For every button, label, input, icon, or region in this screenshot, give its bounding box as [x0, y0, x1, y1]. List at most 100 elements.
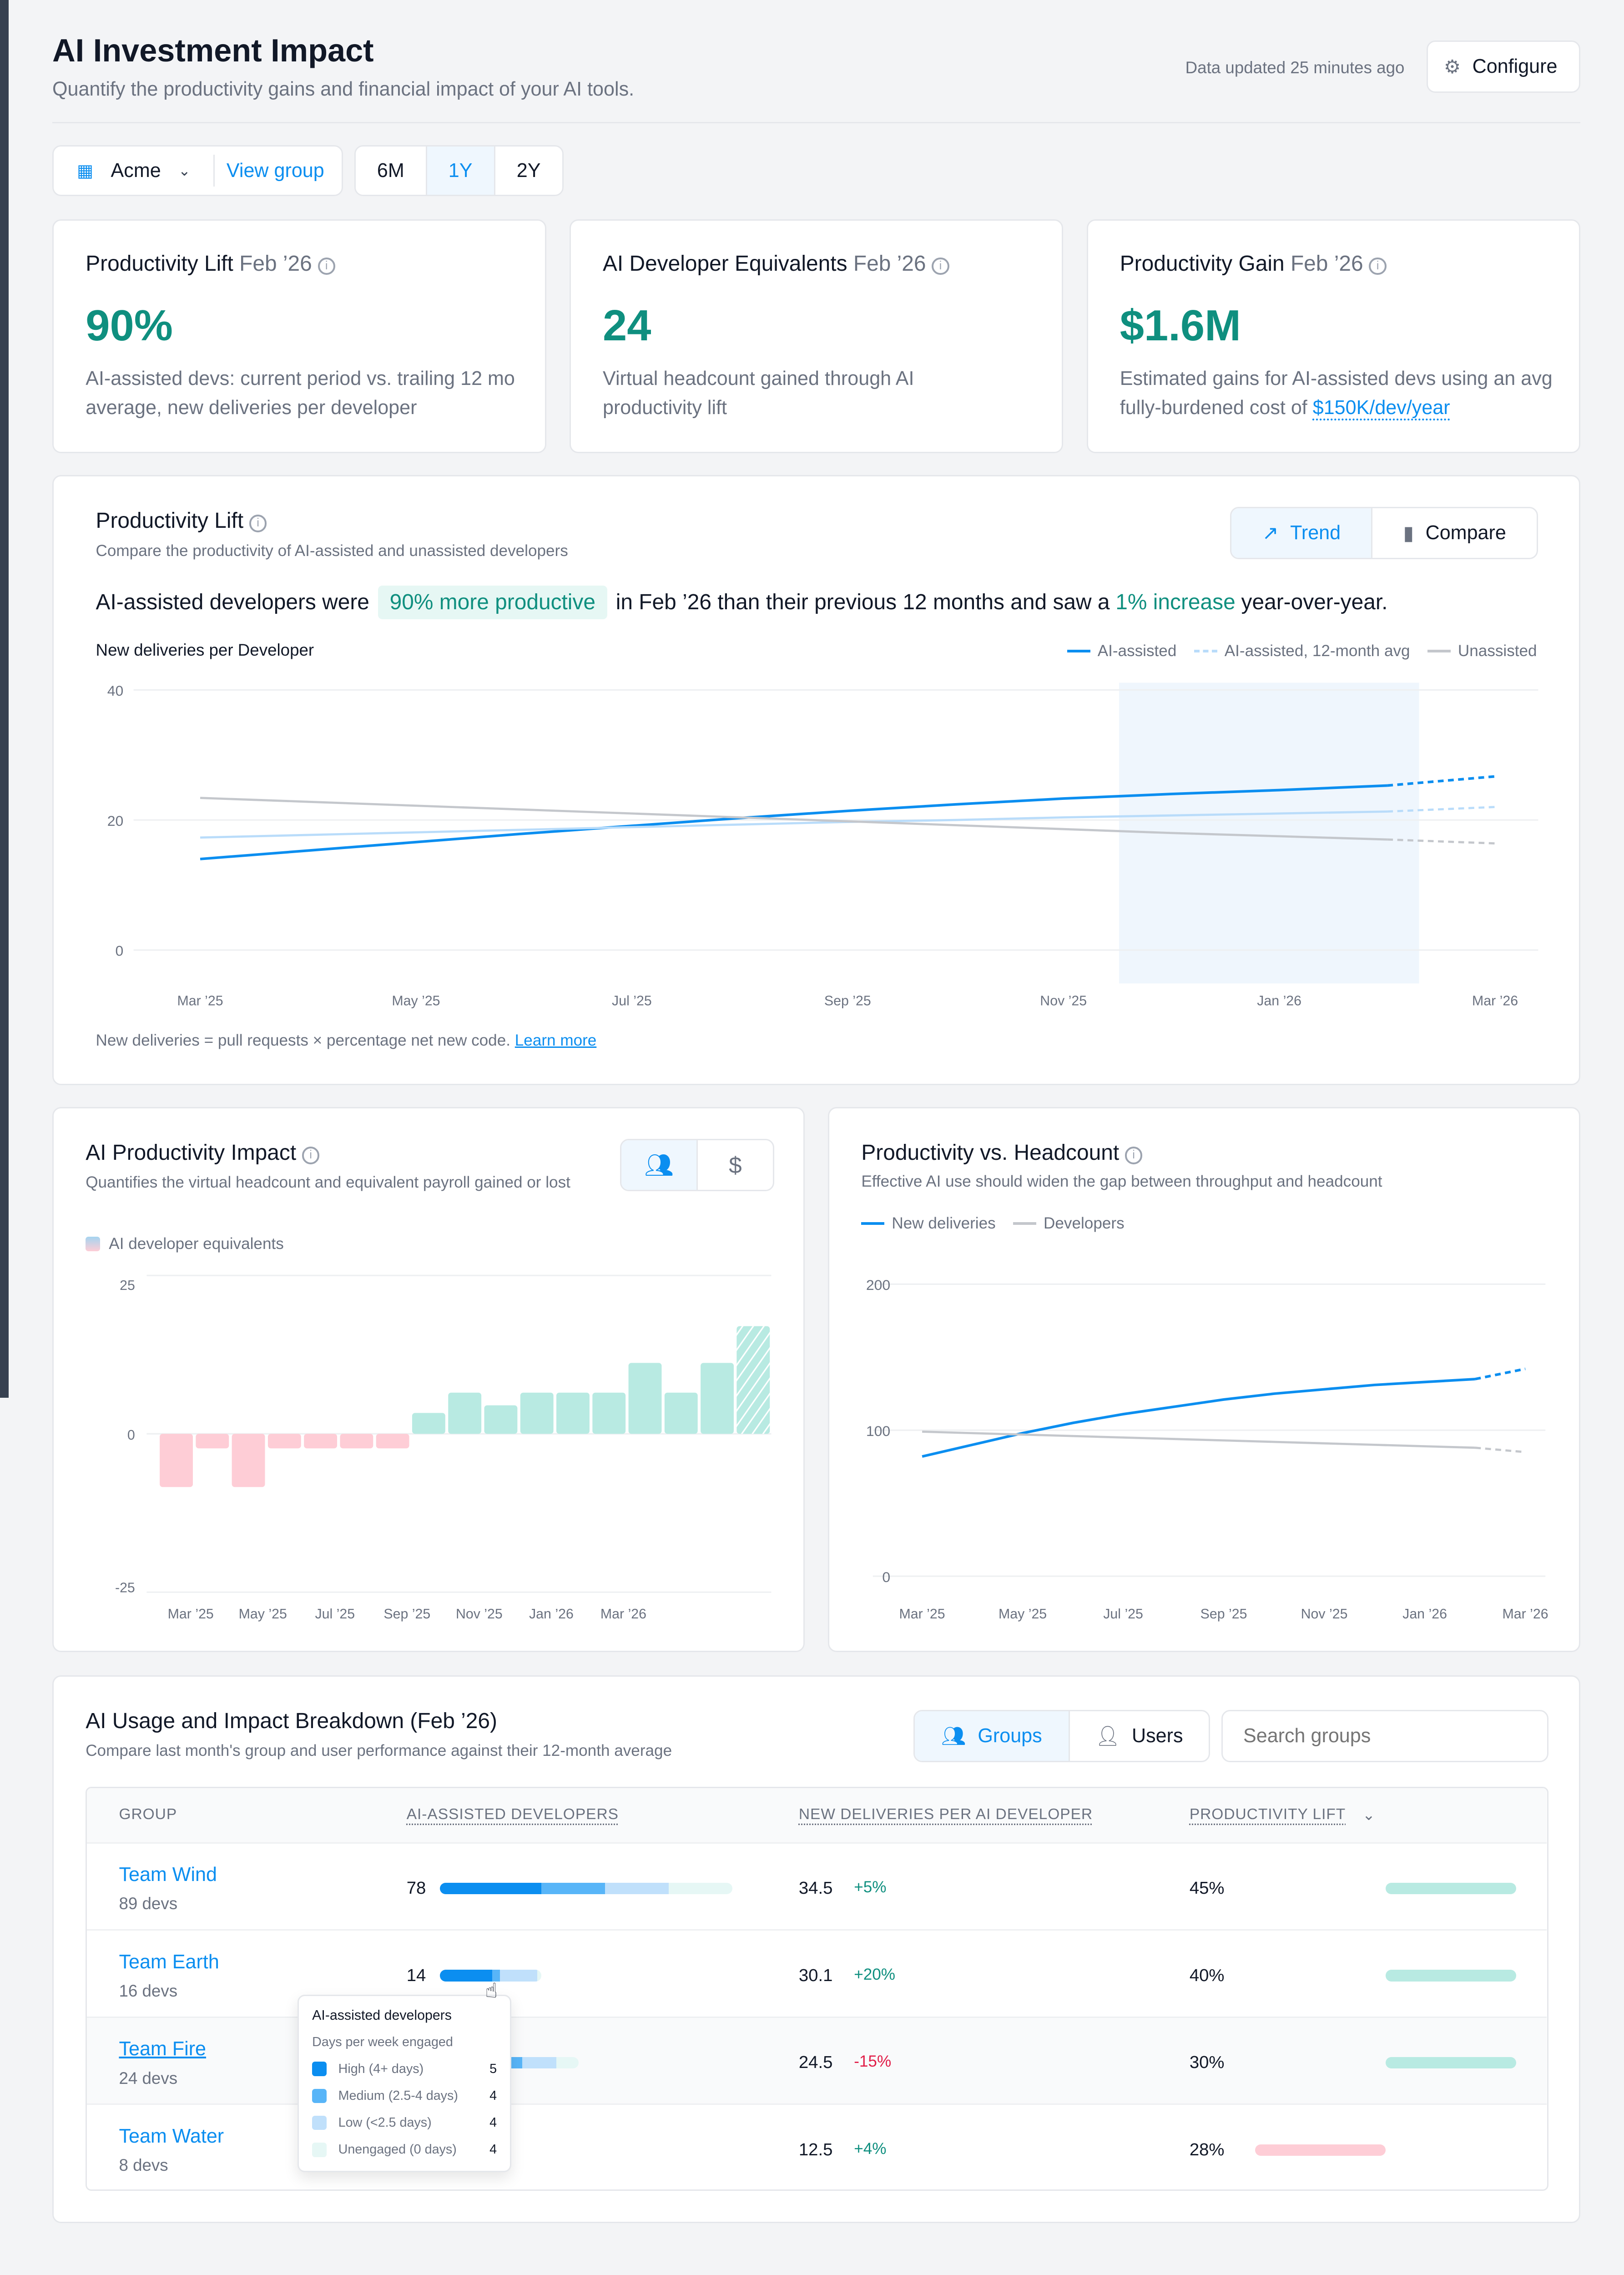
legend-label: Developers [1044, 1214, 1125, 1233]
groups-tab[interactable]: 👥︎ Groups [915, 1711, 1070, 1761]
x-tick-label: Mar ’26 [1503, 1607, 1548, 1622]
kpi-title: AI Developer Equivalents [602, 252, 847, 276]
tooltip-item-label: High (4+ days) [338, 2061, 424, 2076]
org-dropdown[interactable]: ▦ Acme ⌄ [77, 159, 191, 182]
legend-item[interactable]: Unassisted [1427, 642, 1537, 660]
compare-tab[interactable]: ▮ Compare [1403, 522, 1506, 544]
kpi-value: $1.6M [1120, 301, 1241, 350]
info-icon[interactable]: i [302, 1147, 320, 1164]
sort-chevron-icon[interactable]: ⌄ [1362, 1806, 1376, 1824]
view-toggle: ↗ Trend ▮ Compare [1230, 507, 1538, 560]
cost-link[interactable]: $150K/dev/year [1312, 397, 1450, 419]
engagement-segment[interactable] [605, 1882, 669, 1895]
engagement-segment[interactable] [440, 1882, 541, 1895]
legend-swatch [86, 1237, 101, 1251]
legend-item[interactable]: AI-assisted [1067, 642, 1177, 660]
tooltip-item-value: 4 [489, 2088, 497, 2103]
table-header: GROUP AI-ASSISTED DEVELOPERS NEW DELIVER… [87, 1788, 1547, 1842]
group-dev-count: 89 devs [119, 1894, 178, 1913]
deliveries-value: 24.5 [798, 2053, 833, 2073]
engagement-segment[interactable] [492, 1970, 500, 1982]
dollar-mode-icon[interactable]: $ [729, 1152, 742, 1178]
engagement-bar[interactable] [440, 1882, 732, 1895]
group-name-link[interactable]: Team Earth [119, 1951, 219, 1973]
group-name-link[interactable]: Team Fire [119, 2038, 207, 2060]
card-subtitle: Effective AI use should widen the gap be… [861, 1172, 1382, 1190]
ai-dev-count: 78 [406, 1878, 426, 1898]
group-dev-count: 16 devs [119, 1981, 178, 2000]
engagement-segment[interactable] [440, 1970, 493, 1982]
engagement-segment[interactable] [541, 1882, 605, 1895]
table-row[interactable]: Team Wind 89 devs 78 34.5 +5% 45% [87, 1842, 1547, 1930]
summary-sentence: AI-assisted developers were 90% more pro… [96, 585, 1387, 619]
headcount-mode-icon[interactable]: 👥︎ [621, 1140, 698, 1190]
legend-line [1427, 650, 1451, 652]
chart-ylabel: New deliveries per Developer [96, 641, 314, 659]
column-deliveries[interactable]: NEW DELIVERIES PER AI DEVELOPER [798, 1805, 1093, 1823]
legend-label: Unassisted [1458, 642, 1537, 660]
legend-item[interactable]: New deliveries [861, 1214, 996, 1233]
group-dev-count: 24 devs [119, 2068, 178, 2088]
legend-line [1013, 1222, 1037, 1225]
group-name-link[interactable]: Team Water [119, 2125, 224, 2148]
x-tick-label: May ’25 [999, 1607, 1047, 1622]
engagement-segment[interactable] [537, 1970, 541, 1982]
x-tick-label: Jul ’25 [315, 1607, 355, 1622]
info-icon[interactable]: i [318, 258, 335, 275]
column-ai-assisted[interactable]: AI-ASSISTED DEVELOPERS [406, 1805, 619, 1823]
card-title: Productivity vs. Headcount [861, 1141, 1120, 1165]
updated-text: Data updated 25 minutes ago [1185, 58, 1405, 77]
column-group[interactable]: GROUP [119, 1805, 177, 1823]
legend-label: AI-assisted, 12-month avg [1224, 642, 1410, 660]
bar-chart-icon: ▮ [1403, 522, 1414, 544]
info-icon[interactable]: i [1369, 258, 1387, 275]
column-productivity-lift[interactable]: PRODUCTIVITY LIFT [1189, 1805, 1346, 1823]
x-tick-label: Mar ’25 [899, 1607, 945, 1622]
info-icon[interactable]: i [1125, 1147, 1143, 1164]
legend-line [1194, 650, 1217, 652]
x-tick-label: May ’25 [392, 993, 440, 1008]
gear-icon: ⚙ [1443, 56, 1461, 78]
ai-productivity-impact-chart: -25 0 25 Mar ’25 May ’25 Jul ’25 Sep ’25 Nov ’2… [115, 1274, 772, 1622]
tooltip-item-label: Low (<2.5 days) [338, 2115, 432, 2130]
engagement-segment[interactable] [556, 2057, 579, 2069]
legend-swatch [312, 2088, 327, 2103]
lift-value: 28% [1189, 2139, 1225, 2159]
kpi-description: Estimated gains for AI-assisted devs usi… [1120, 368, 1553, 419]
learn-more-link[interactable]: Learn more [514, 1031, 597, 1049]
productivity-lift-card: Productivity Lift i Compare the productiv… [52, 475, 1581, 1086]
bar [232, 1434, 265, 1487]
period-2y[interactable]: 2Y [516, 159, 541, 182]
legend-item[interactable]: Developers [1013, 1214, 1125, 1233]
legend-item[interactable]: AI-assisted, 12-month avg [1194, 642, 1410, 660]
search-groups-input[interactable] [1221, 1710, 1548, 1763]
configure-button[interactable]: ⚙ Configure [1426, 40, 1581, 93]
info-icon[interactable]: i [249, 515, 267, 532]
tooltip-item: Unengaged (0 days) 4 [312, 2136, 497, 2163]
kpi-card-ai-developer-equivalents: AI Developer Equivalents Feb ’26 i 24 Vir… [569, 219, 1064, 454]
group-name-link[interactable]: Team Wind [119, 1864, 217, 1886]
engagement-segment[interactable] [522, 2057, 556, 2069]
period-1y[interactable]: 1Y [427, 147, 495, 195]
period-6m[interactable]: 6M [356, 147, 427, 195]
bar [556, 1392, 590, 1434]
engagement-bar[interactable] [440, 1970, 541, 1982]
engagement-segment[interactable] [499, 1970, 538, 1982]
trend-tab[interactable]: ↗ Trend [1231, 508, 1373, 558]
users-tab[interactable]: 👤︎ Users [1095, 1725, 1183, 1748]
info-icon[interactable]: i [932, 258, 949, 275]
legend-swatch [312, 2115, 327, 2130]
legend-label: AI-assisted [1097, 642, 1177, 660]
lift-bar [1385, 1970, 1517, 1982]
kpi-description: Virtual headcount gained through AI prod… [602, 368, 914, 419]
kpi-period: Feb ’26 [1290, 252, 1363, 276]
bar-legend: AI developer equivalents [86, 1235, 284, 1253]
projected-line [1475, 1367, 1526, 1380]
projected-line [1387, 775, 1495, 787]
card-subtitle: Compare last month's group and user perf… [86, 1742, 672, 1760]
kpi-value: 24 [602, 301, 651, 350]
page-title: AI Investment Impact [52, 32, 374, 69]
sidebar-edge [0, 0, 9, 1398]
view-group-link[interactable]: View group [226, 159, 324, 182]
engagement-segment[interactable] [668, 1882, 732, 1895]
